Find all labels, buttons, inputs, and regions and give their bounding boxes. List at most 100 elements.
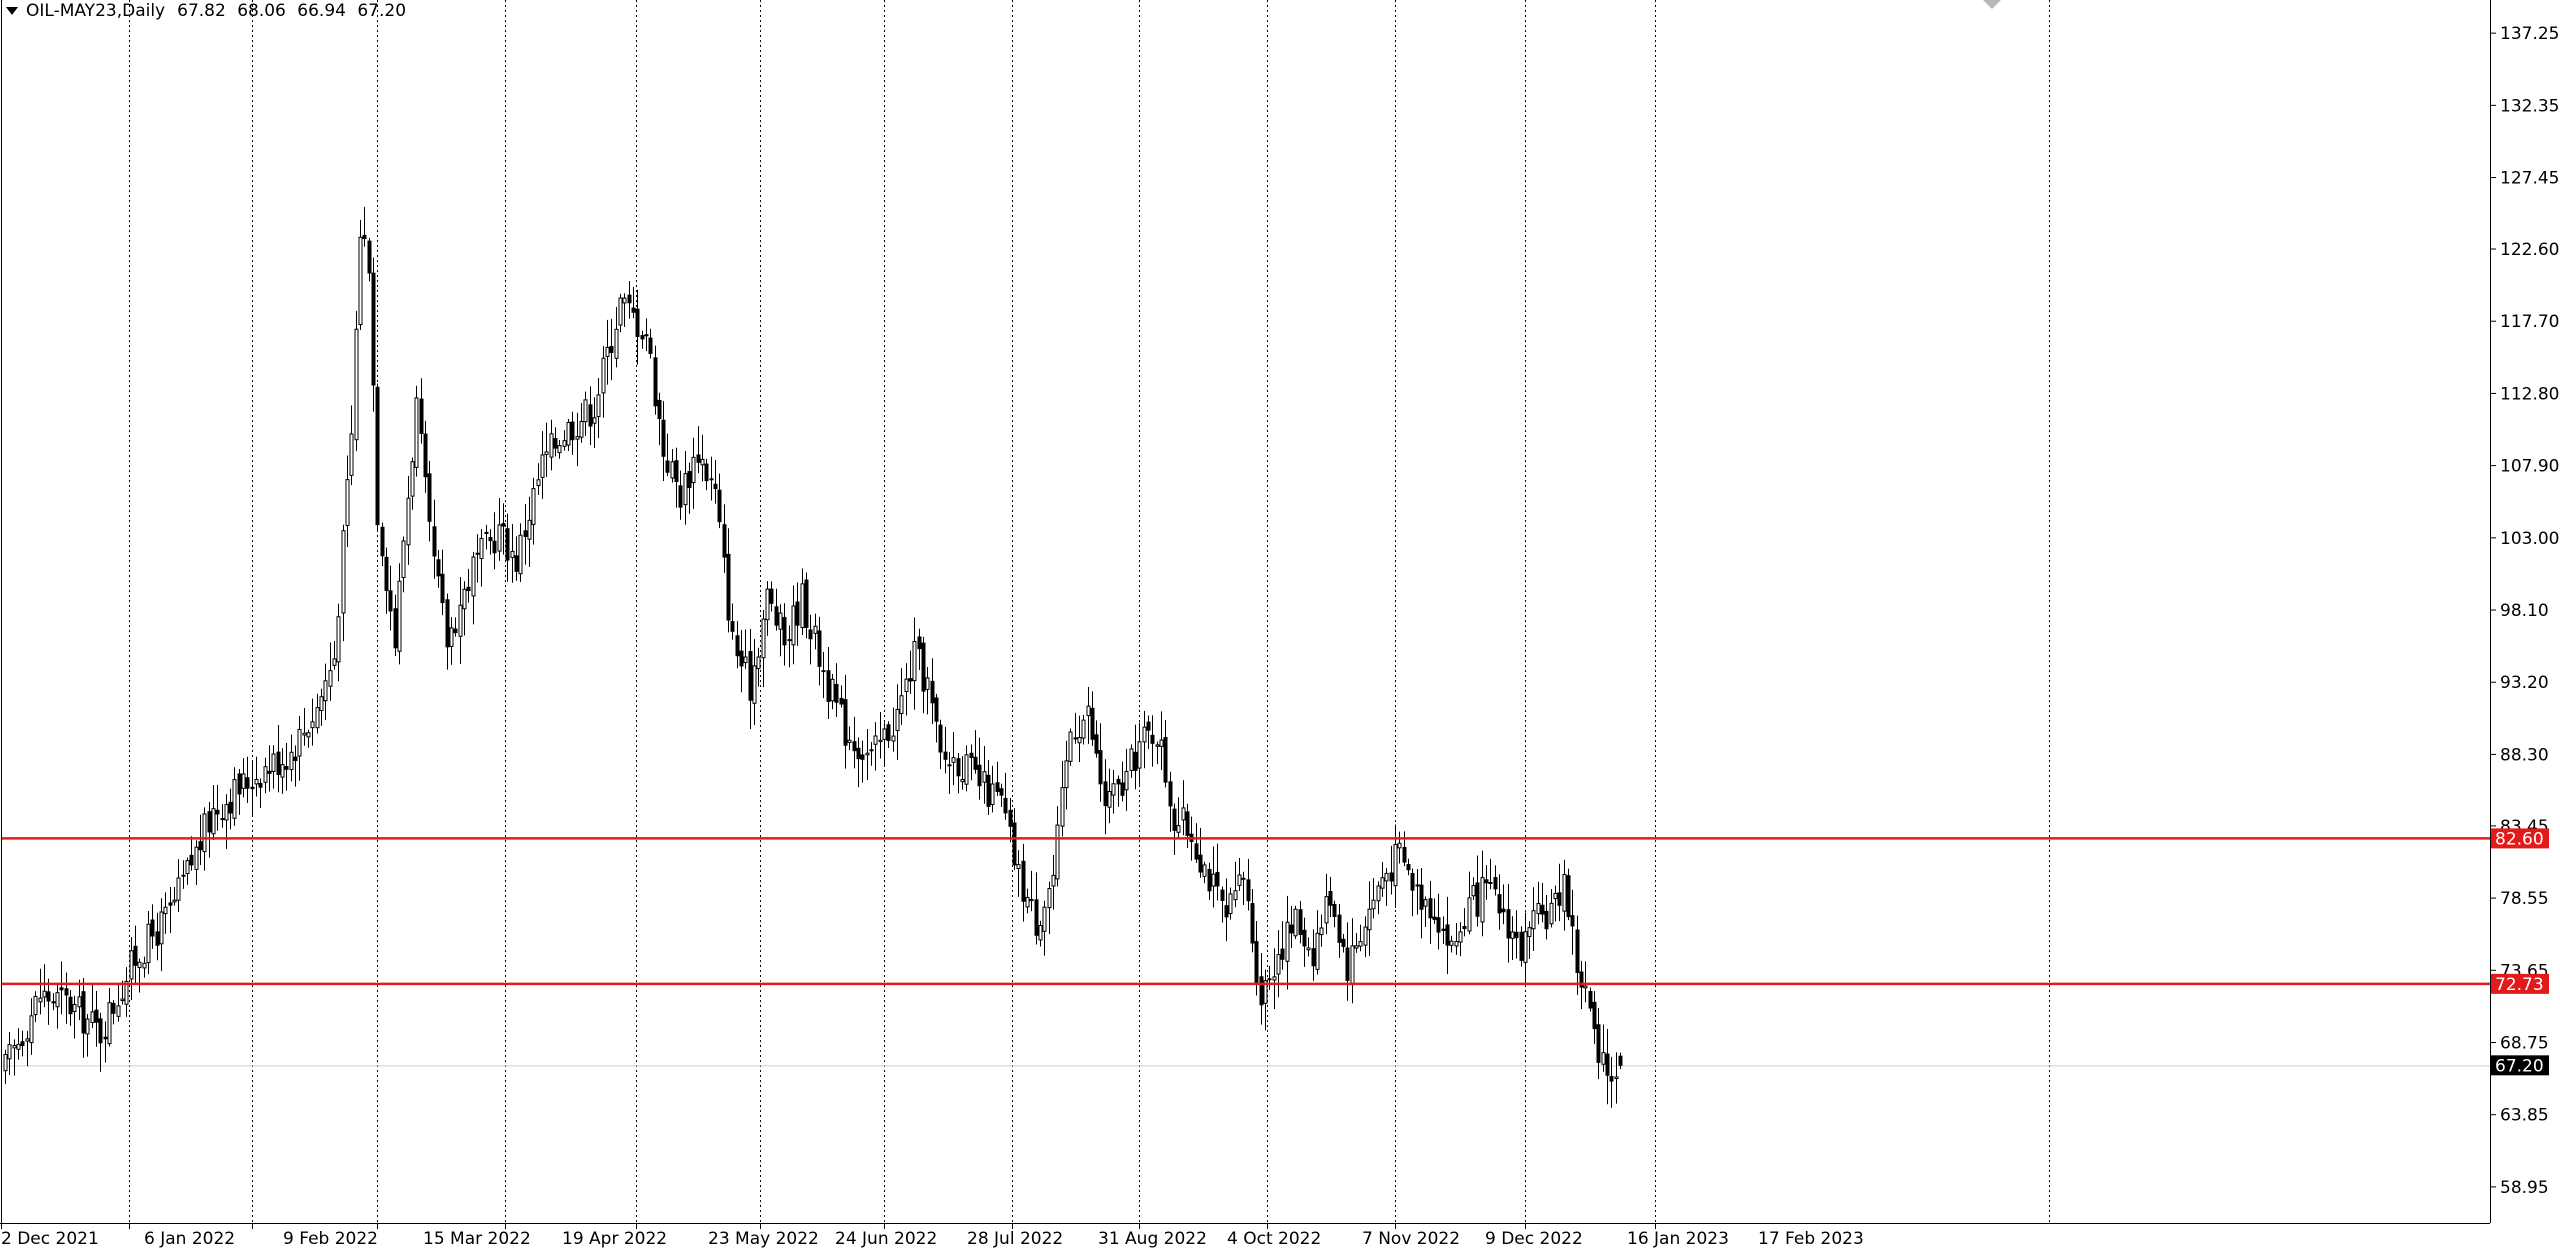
candle-body — [1575, 929, 1580, 974]
candle-body — [1428, 898, 1433, 919]
candle-body — [847, 739, 852, 743]
candle-body — [323, 680, 328, 702]
candle-body — [103, 1036, 108, 1040]
level-label-bg — [2491, 973, 2549, 994]
chevron-down-icon[interactable] — [6, 7, 18, 15]
candle-body — [934, 697, 939, 722]
low-value: 66.94 — [297, 1, 346, 21]
candle-body — [267, 770, 272, 774]
candle-body — [938, 724, 943, 753]
candle-body — [514, 555, 519, 572]
candle-body — [566, 421, 571, 446]
candle-body — [1371, 899, 1376, 910]
candle-body — [1601, 1052, 1606, 1065]
candle-body — [665, 460, 670, 473]
x-tick-label: 7 Nov 2022 — [1362, 1229, 1460, 1249]
candle-body — [752, 665, 757, 704]
candle-body — [804, 579, 809, 628]
candle-body — [176, 877, 181, 901]
candle-body — [1319, 927, 1324, 936]
candle-body — [813, 625, 818, 634]
close-value: 67.20 — [357, 1, 407, 21]
candle-body — [181, 874, 186, 877]
candle-body — [523, 530, 528, 537]
y-tick-label: 98.10 — [2500, 601, 2549, 621]
candle-body — [865, 752, 870, 756]
candle-body — [1583, 985, 1588, 989]
candle-body — [254, 779, 259, 785]
y-tick-label: 122.60 — [2500, 240, 2559, 260]
candle-body — [1345, 947, 1350, 981]
candle-body — [406, 497, 411, 546]
level-label-bg — [2491, 828, 2549, 849]
chart-shift-icon[interactable] — [1983, 0, 2001, 9]
candle-body — [713, 483, 718, 490]
candle-body — [1471, 885, 1476, 897]
candle-body — [510, 550, 515, 558]
candle-body — [588, 404, 593, 427]
candle-body — [925, 677, 930, 690]
ohlc-values: 67.82 68.06 66.94 67.20 — [171, 1, 406, 21]
candle-body — [1462, 925, 1467, 930]
candle-body — [661, 419, 666, 457]
candle-body — [834, 683, 839, 703]
candle-body — [1073, 737, 1078, 740]
x-tick-label: 4 Oct 2022 — [1227, 1229, 1321, 1249]
candle-body — [72, 1004, 77, 1012]
candle-body — [579, 420, 584, 438]
candle-body — [787, 639, 792, 642]
candle-body — [722, 524, 727, 558]
candle-body — [1609, 1076, 1614, 1082]
candle-body — [1506, 909, 1511, 939]
candle-body — [683, 473, 688, 506]
candle-body — [1034, 899, 1039, 936]
candle-body — [116, 1005, 121, 1017]
candle-body — [289, 751, 294, 771]
candle-body — [782, 616, 787, 646]
candle-body — [423, 433, 428, 478]
candle-body — [1029, 898, 1034, 902]
candle-body — [860, 754, 865, 760]
candle-body — [276, 751, 281, 776]
candle-body — [609, 345, 614, 354]
y-tick-label: 103.00 — [2500, 529, 2559, 549]
candle-body — [25, 1038, 30, 1042]
y-tick-label: 68.75 — [2500, 1033, 2549, 1053]
x-tick-label: 2 Dec 2021 — [1, 1229, 99, 1249]
candle-body — [1124, 770, 1129, 791]
candle-body — [1367, 908, 1372, 931]
candle-body — [453, 628, 458, 634]
candle-body — [575, 436, 580, 440]
candle-body — [670, 461, 675, 479]
candle-body — [1315, 932, 1320, 970]
candle-body — [1605, 1053, 1610, 1076]
candle-body — [1341, 938, 1346, 947]
candle-body — [1120, 782, 1125, 796]
candle-body — [1250, 903, 1255, 944]
candle-body — [1129, 748, 1134, 771]
candle-body — [531, 488, 536, 525]
candle-body — [168, 902, 173, 906]
symbol-timeframe: OIL-MAY23,Daily — [26, 1, 166, 21]
candle-body — [570, 421, 575, 441]
candle-body — [1047, 888, 1052, 909]
candle-body — [155, 931, 160, 946]
candle-body — [986, 774, 991, 807]
candle-body — [1155, 744, 1160, 747]
candle-body — [133, 945, 138, 966]
candle-body — [328, 670, 333, 687]
candle-body — [1527, 927, 1532, 937]
candle-body — [1116, 778, 1121, 785]
candle-body — [717, 489, 722, 523]
candle-body — [436, 559, 441, 577]
candle-body — [1064, 760, 1069, 789]
y-tick-label: 93.20 — [2500, 673, 2549, 693]
candle-body — [1293, 908, 1298, 937]
candle-body — [1354, 945, 1359, 949]
candle-body — [120, 998, 125, 1002]
candle-body — [194, 846, 199, 870]
y-tick-label: 88.30 — [2500, 745, 2549, 765]
candle-body — [1302, 929, 1307, 947]
candle-body — [1233, 890, 1238, 901]
candle-body — [1423, 899, 1428, 907]
